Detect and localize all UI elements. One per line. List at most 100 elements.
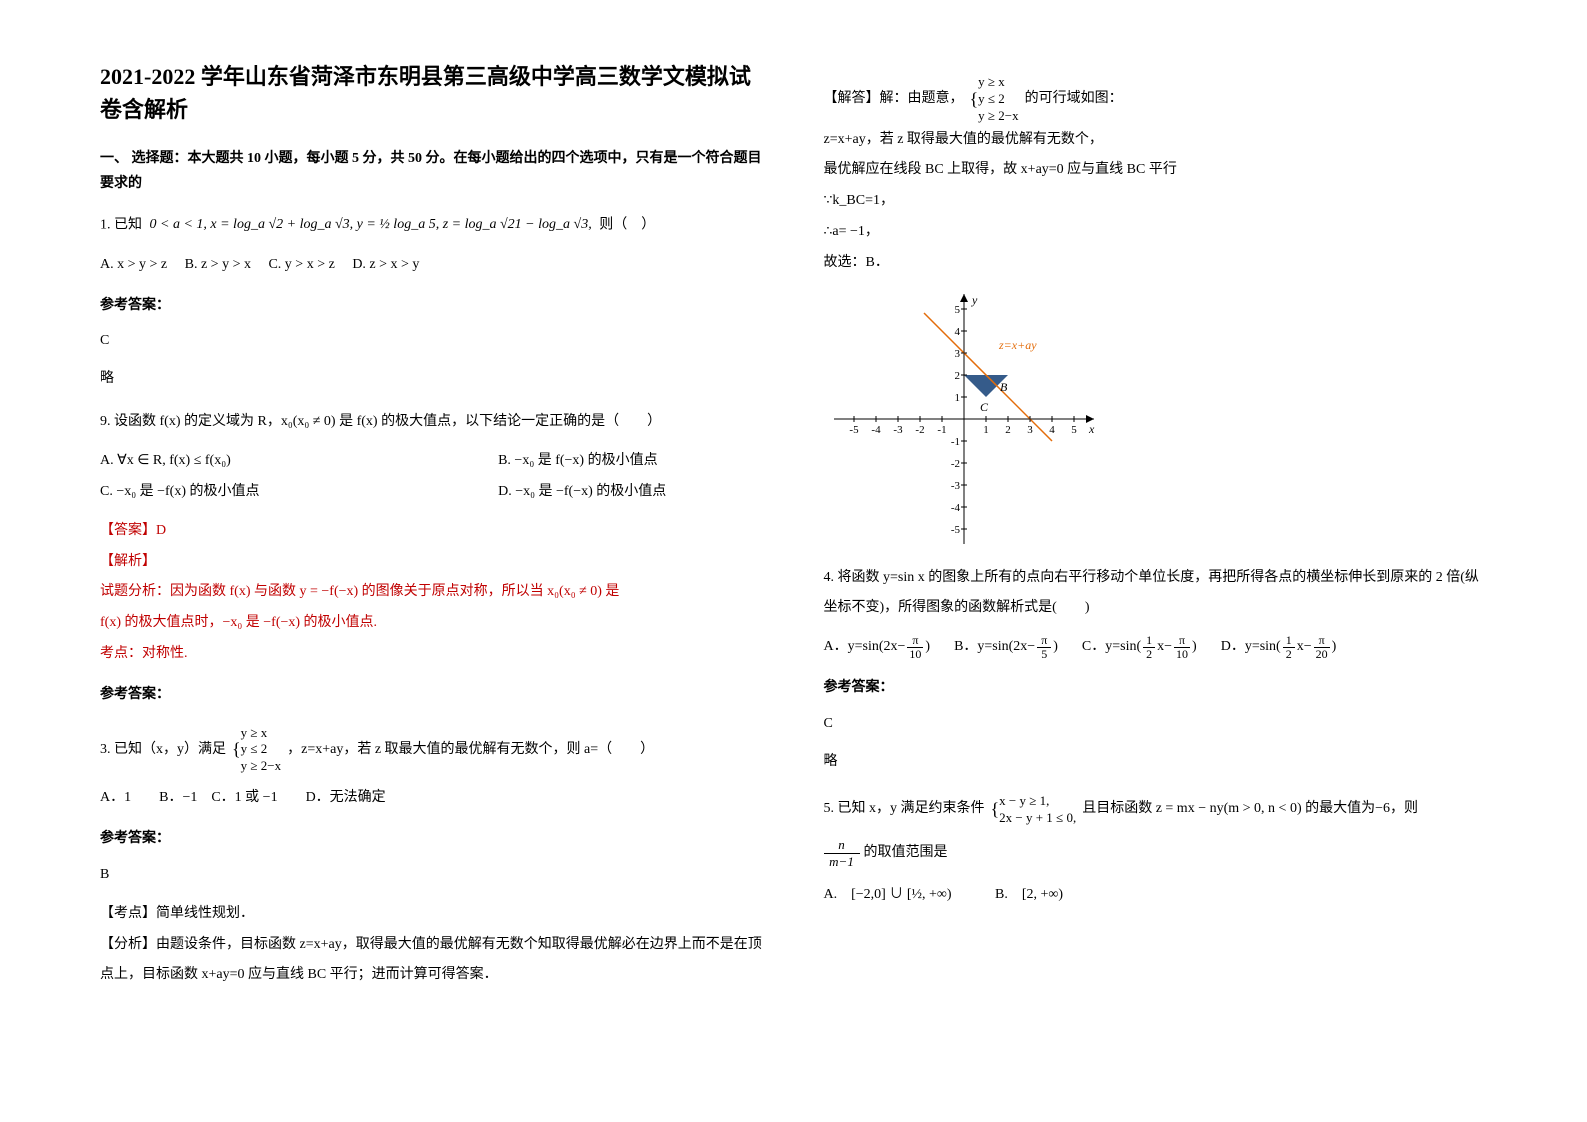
svg-text:-4: -4 <box>871 424 881 436</box>
frac-bot: m−1 <box>829 854 854 870</box>
q1-opt-a: A. x > y > z <box>100 257 167 272</box>
q1-formula: 0 < a < 1, x = log_a √2 + log_a √3, y = … <box>150 210 592 241</box>
q4-stem: 4. 将函数 y=sin x 的图象上所有的点向右平行移动个单位长度，再把所得各… <box>824 563 1488 625</box>
frac-top: π <box>1179 634 1185 647</box>
q9-ans-tag: 【答案】D <box>100 516 764 547</box>
brace-icon: { <box>991 790 1000 830</box>
q4-d-post: ) <box>1332 632 1337 663</box>
q3-ans-label: 参考答案： <box>100 824 764 855</box>
svg-text:3: 3 <box>1027 424 1033 436</box>
q1-prefix: 1. 已知 <box>100 218 142 233</box>
q1-options: A. x > y > z B. z > y > x C. y > x > z D… <box>100 250 764 281</box>
frac-top: n <box>838 837 845 853</box>
sol-line5: 故选：B． <box>824 248 1488 279</box>
r-sys3: y ≥ 2−x <box>978 108 1018 125</box>
q9-opt-c: C. −x₀ 是 −f(x) 的极小值点 <box>100 477 498 508</box>
q1-opt-d: D. z > x > y <box>352 257 419 272</box>
q4-d-pre: D．y=sin( <box>1221 632 1281 663</box>
q1-opt-c: C. y > x > z <box>268 257 334 272</box>
q3-kaodian: 【考点】简单线性规划． <box>100 899 764 930</box>
q5-opt-a: A. [−2,0] ∪ [½, +∞) <box>824 887 952 902</box>
q9-opt-b: B. −x₀ 是 f(−x) 的极小值点 <box>498 446 763 477</box>
q1-ans2: 略 <box>100 365 764 393</box>
svg-text:4: 4 <box>1049 424 1055 436</box>
feasible-region-graph: z=x+ay B C x y -5-4-3-2-1 12345 54321 -1… <box>824 289 1104 549</box>
q1-opt-b: B. z > y > x <box>185 257 251 272</box>
q3-sys2: y ≤ 2 <box>241 741 281 758</box>
q3-sys1: y ≥ x <box>241 725 281 742</box>
q3-options: A．1 B．−1 C．1 或 −1 D．无法确定 <box>100 783 764 814</box>
y-axis-label: y <box>971 293 978 307</box>
q9-stem: 9. 设函数 f(x) 的定义域为 R，x₀(x₀ ≠ 0) 是 f(x) 的极… <box>100 407 764 438</box>
q1-ans-label: 参考答案： <box>100 291 764 322</box>
q9-analysis2: f(x) 的极大值点时，−x₀ 是 −f(−x) 的极小值点. <box>100 608 764 639</box>
sol-line2: 最优解应在线段 BC 上取得，故 x+ay=0 应与直线 BC 平行 <box>824 155 1488 186</box>
jiedai-label: 【解答】解：由题意， <box>824 84 964 115</box>
frac-bot: 10 <box>909 648 921 661</box>
q9-opt-a: A. ∀x ∈ R, f(x) ≤ f(x₀) <box>100 446 498 477</box>
svg-text:-5: -5 <box>849 424 859 436</box>
svg-text:-2: -2 <box>950 458 959 470</box>
frac-top: π <box>1319 634 1325 647</box>
q5-sys1: x − y ≥ 1, <box>999 793 1076 810</box>
brace-icon: { <box>232 730 241 770</box>
svg-text:4: 4 <box>954 326 960 338</box>
q3-fenxi: 【分析】由题设条件，目标函数 z=x+ay，取得最大值的最优解有无数个知取得最优… <box>100 930 764 992</box>
frac-bot: 10 <box>1176 648 1188 661</box>
sol-line3: ∵k_BC=1， <box>824 186 1488 217</box>
q1-suffix: 则（ ） <box>599 218 655 233</box>
right-column: 【解答】解：由题意， { y ≥ x y ≤ 2 y ≥ 2−x 的可行域如图：… <box>824 60 1488 1005</box>
svg-text:-2: -2 <box>915 424 924 436</box>
q4-b-pre: B．y=sin(2x− <box>954 632 1035 663</box>
x-axis-label: x <box>1088 422 1095 436</box>
q9-analysis-tag: 【解析】 <box>100 547 764 578</box>
q4-a-pre: A．y=sin(2x− <box>824 632 906 663</box>
q4-d-mid: x− <box>1297 632 1312 663</box>
jiedai-suffix: 的可行域如图： <box>1025 84 1123 115</box>
q4-b-post: ) <box>1053 632 1058 663</box>
question-3: 3. 已知（x，y）满足 { y ≥ x y ≤ 2 y ≥ 2−x ，z=x+… <box>100 725 764 992</box>
svg-text:2: 2 <box>954 370 960 382</box>
svg-text:5: 5 <box>1071 424 1077 436</box>
q4-c-post: ) <box>1192 632 1197 663</box>
label-b: B <box>1000 380 1008 394</box>
svg-text:1: 1 <box>983 424 989 436</box>
q3-solution: 【解答】解：由题意， { y ≥ x y ≤ 2 y ≥ 2−x 的可行域如图：… <box>824 74 1488 549</box>
q3-ans: B <box>100 861 764 889</box>
q4-ans-label: 参考答案： <box>824 673 1488 704</box>
question-5: 5. 已知 x，y 满足约束条件 { x − y ≥ 1, 2x − y + 1… <box>824 790 1488 911</box>
frac-top: π <box>912 634 918 647</box>
frac-bot: 2 <box>1146 648 1152 661</box>
svg-text:-3: -3 <box>950 480 960 492</box>
section-1-title: 一、 选择题：本大题共 10 小题，每小题 5 分，共 50 分。在每小题给出的… <box>100 146 764 196</box>
svg-text:-1: -1 <box>950 436 959 448</box>
doc-title: 2021-2022 学年山东省菏泽市东明县第三高级中学高三数学文模拟试卷含解析 <box>100 60 764 126</box>
q3-prefix: 3. 已知（x，y）满足 <box>100 735 226 766</box>
frac-top: 1 <box>1286 634 1292 647</box>
q9-analysis1: 试题分析：因为函数 f(x) 与函数 y = −f(−x) 的图像关于原点对称，… <box>100 577 764 608</box>
question-1: 1. 已知 0 < a < 1, x = log_a √2 + log_a √3… <box>100 210 764 393</box>
q5-suffix: 的取值范围是 <box>864 838 948 869</box>
q4-c-mid: x− <box>1157 632 1172 663</box>
sol-line1: z=x+ay，若 z 取得最大值的最优解有无数个， <box>824 125 1488 156</box>
frac-top: 1 <box>1146 634 1152 647</box>
question-4: 4. 将函数 y=sin x 的图象上所有的点向右平行移动个单位长度，再把所得各… <box>824 563 1488 776</box>
q9-opt-d: D. −x₀ 是 −f(−x) 的极小值点 <box>498 477 763 508</box>
svg-text:-1: -1 <box>937 424 946 436</box>
q4-a-post: ) <box>925 632 930 663</box>
frac-bot: 20 <box>1316 648 1328 661</box>
q3-sys3: y ≥ 2−x <box>241 758 281 775</box>
q5-prefix: 5. 已知 x，y 满足约束条件 <box>824 794 985 825</box>
label-z: z=x+ay <box>998 338 1037 352</box>
svg-text:-5: -5 <box>950 524 960 536</box>
q5-mid: 且目标函数 z = mx − ny(m > 0, n < 0) 的最大值为−6，… <box>1082 794 1418 825</box>
sol-line4: ∴a= −1， <box>824 217 1488 248</box>
svg-text:-3: -3 <box>893 424 903 436</box>
q1-ans: C <box>100 327 764 355</box>
q4-c-pre: C．y=sin( <box>1082 632 1141 663</box>
q9-kaodian: 考点：对称性. <box>100 639 764 670</box>
left-column: 2021-2022 学年山东省菏泽市东明县第三高级中学高三数学文模拟试卷含解析 … <box>100 60 764 1005</box>
r-sys1: y ≥ x <box>978 74 1018 91</box>
svg-text:3: 3 <box>954 348 960 360</box>
svg-text:2: 2 <box>1005 424 1011 436</box>
